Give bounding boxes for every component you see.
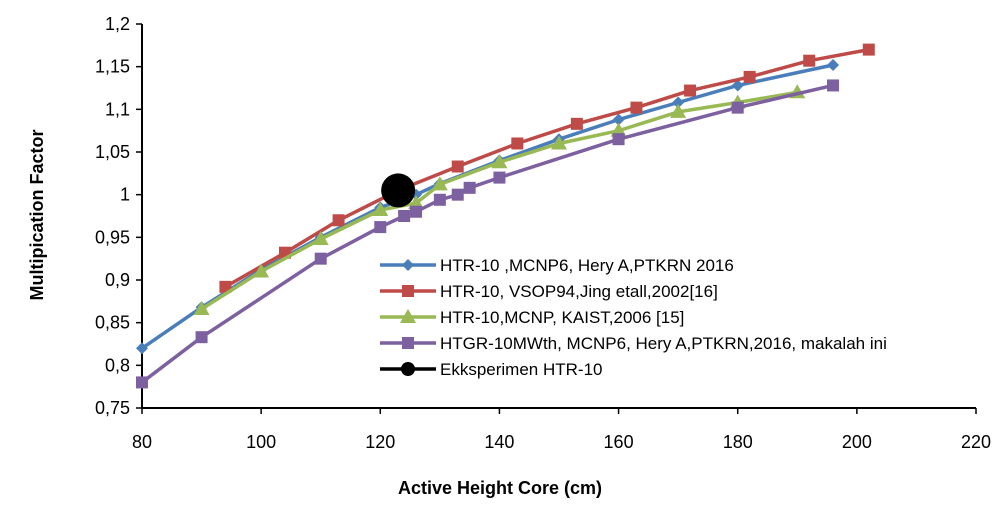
data-point-square — [195, 331, 208, 344]
series-3 — [193, 84, 806, 316]
data-point-circle — [381, 173, 416, 208]
data-point-diamond — [612, 113, 625, 126]
data-point-triangle — [610, 122, 627, 137]
data-point-square — [332, 214, 345, 227]
data-point-square — [398, 210, 411, 222]
legend-entry: HTR-10 ,MCNP6, Hery A,PTKRN 2016 — [380, 256, 734, 275]
data-point-triangle — [551, 135, 567, 150]
series-line — [224, 47, 870, 289]
x-tick-label: 120 — [365, 432, 395, 452]
y-tick-label: 0,85 — [95, 313, 130, 333]
data-point-square — [493, 171, 506, 184]
y-tick-label: 1 — [120, 185, 130, 205]
y-tick-label: 1,1 — [105, 99, 130, 119]
y-tick-label: 1,2 — [105, 14, 130, 34]
data-point-square — [451, 160, 464, 173]
data-point-triangle — [670, 103, 687, 118]
data-point-square — [219, 280, 232, 293]
legend-label: HTR-10 ,MCNP6, Hery A,PTKRN 2016 — [440, 256, 734, 275]
data-point-triangle — [193, 301, 210, 316]
data-point-circle — [401, 362, 415, 376]
x-tick-label: 220 — [961, 432, 991, 452]
legend-label: HTR-10,MCNP, KAIST,2006 [15] — [440, 308, 684, 327]
y-tick-label: 0,95 — [95, 227, 130, 247]
x-tick-label: 180 — [723, 432, 753, 452]
legend-label: Ekksperimen HTR-10 — [440, 360, 603, 379]
data-point-diamond — [136, 342, 148, 355]
y-tick-label: 0,8 — [105, 355, 130, 375]
data-point-triangle — [253, 263, 270, 278]
data-point-triangle — [431, 176, 448, 191]
data-point-square — [374, 221, 387, 234]
series-line — [141, 63, 834, 350]
data-point-square — [862, 43, 875, 56]
series-4 — [136, 79, 840, 389]
x-ticks: 80 100 120 140 160 180 200 220 — [132, 408, 991, 452]
y-axis-title: Multipication Factor — [27, 130, 47, 301]
data-point-square — [402, 285, 414, 297]
data-point-square — [731, 101, 744, 114]
data-point-triangle — [312, 231, 329, 246]
data-point-triangle — [400, 309, 416, 323]
data-point-square — [511, 137, 524, 150]
data-point-triangle — [372, 202, 389, 217]
y-ticks: 0,75 0,8 0,85 0,9 0,95 1 1,05 1,1 1,15 1,2 — [95, 14, 142, 418]
legend-label: HTR-10, VSOP94,Jing etall,2002[16] — [440, 282, 718, 301]
data-point-diamond — [402, 259, 414, 271]
data-point-triangle — [408, 195, 425, 210]
legend-label: HTGR-10MWth, MCNP6, Hery A,PTKRN,2016, m… — [440, 334, 887, 353]
y-tick-label: 0,9 — [105, 270, 130, 290]
data-point-square — [402, 337, 414, 349]
data-point-square — [433, 193, 446, 206]
data-point-square — [451, 188, 464, 201]
data-point-diamond — [672, 96, 685, 109]
data-point-square — [743, 70, 756, 83]
x-tick-label: 140 — [484, 432, 514, 452]
data-point-square — [612, 133, 625, 146]
legend-entry: HTR-10,MCNP, KAIST,2006 [15] — [380, 308, 684, 327]
data-point-square — [684, 84, 697, 97]
data-point-triangle — [491, 154, 508, 169]
data-point-square — [463, 181, 476, 194]
data-point-square — [630, 101, 643, 114]
chart-legend: HTR-10 ,MCNP6, Hery A,PTKRN 2016 HTR-10, … — [380, 256, 887, 379]
x-tick-label: 80 — [132, 432, 152, 452]
plot-series — [136, 43, 875, 389]
legend-entry: Ekksperimen HTR-10 — [380, 360, 603, 379]
y-tick-label: 0,75 — [95, 398, 130, 418]
x-tick-label: 100 — [246, 432, 276, 452]
series-line — [200, 90, 798, 311]
series-5 — [381, 173, 416, 208]
data-point-square — [410, 205, 423, 218]
legend-entry: HTR-10, VSOP94,Jing etall,2002[16] — [380, 282, 718, 301]
x-axis-title: Active Height Core (cm) — [398, 478, 602, 498]
x-tick-label: 160 — [604, 432, 634, 452]
data-point-square — [136, 376, 148, 389]
data-point-diamond — [827, 58, 840, 71]
x-tick-label: 200 — [842, 432, 872, 452]
data-point-square — [803, 54, 816, 67]
legend-entry: HTGR-10MWth, MCNP6, Hery A,PTKRN,2016, m… — [380, 334, 887, 353]
y-tick-label: 1,15 — [95, 57, 130, 77]
y-tick-label: 1,05 — [95, 142, 130, 162]
data-point-square — [314, 252, 327, 265]
data-point-square — [827, 79, 840, 92]
data-point-diamond — [731, 79, 744, 92]
data-point-square — [570, 117, 583, 130]
